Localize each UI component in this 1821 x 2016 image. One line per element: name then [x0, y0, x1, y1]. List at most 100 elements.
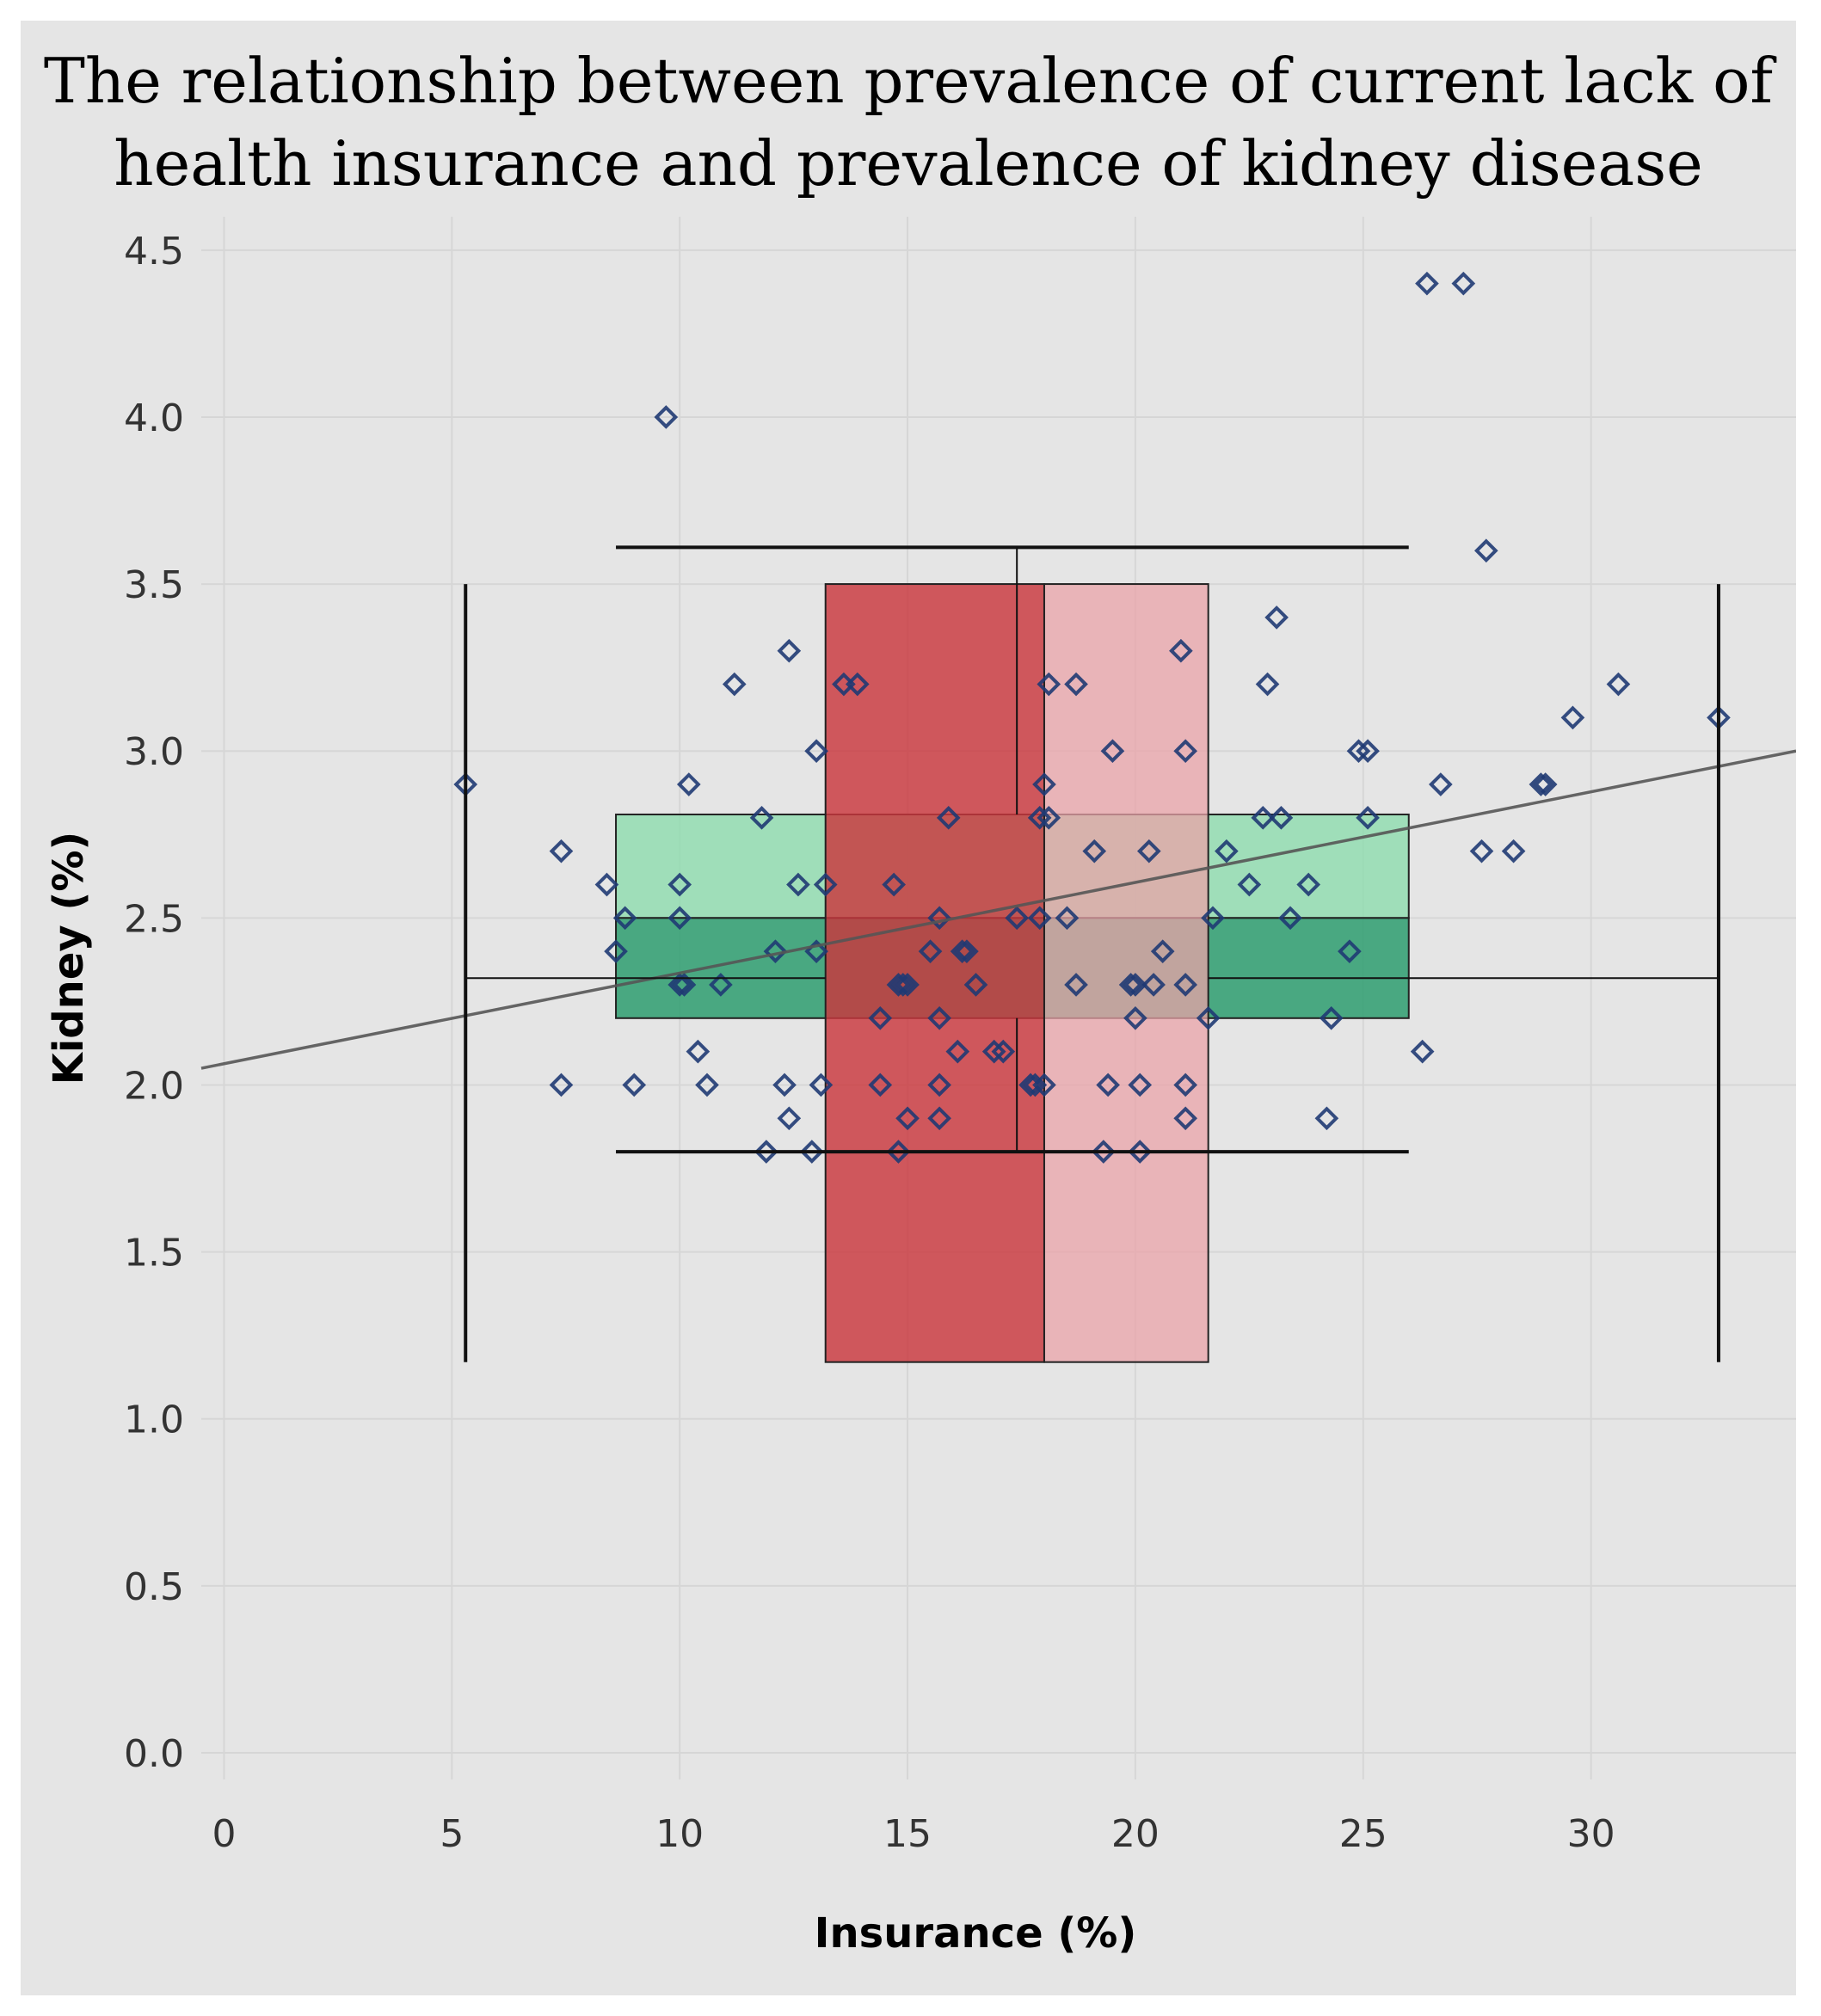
data-point	[1314, 1106, 1339, 1131]
data-point	[1169, 638, 1193, 663]
data-point	[1023, 1073, 1048, 1097]
scatter-plot: 0 5 10 15 20 25 30 0.0 0.5 1.0 1.5 2.0 2.5 3.0 3.5 4.0 4…	[45, 217, 1796, 1958]
x-tick-label: 15	[883, 1812, 932, 1856]
marginal-boxplots	[615, 583, 1410, 1363]
chart-title: The relationship between prevalence of c…	[21, 40, 1796, 205]
data-point	[676, 772, 701, 796]
chart-title-line-2: health insurance and prevalence of kidne…	[114, 127, 1703, 200]
data-point	[1606, 672, 1631, 697]
data-point	[654, 405, 679, 429]
data-point	[667, 906, 692, 931]
data-point	[1128, 1140, 1153, 1164]
insurance-upper-box	[1043, 583, 1209, 1363]
y-tick-label: 3.5	[124, 563, 184, 607]
data-point	[695, 1073, 719, 1097]
data-point	[604, 939, 628, 963]
data-point	[1237, 872, 1262, 897]
insurance-lower-box	[824, 583, 1045, 1363]
data-point	[1037, 806, 1061, 830]
data-point	[1173, 1106, 1198, 1131]
data-point	[927, 1106, 951, 1131]
data-point	[1123, 973, 1147, 997]
x-axis-label: Insurance (%)	[815, 1909, 1137, 1958]
data-point	[799, 1140, 824, 1164]
data-point	[594, 872, 619, 897]
data-point	[890, 973, 915, 997]
data-point	[1173, 739, 1198, 764]
data-point	[612, 906, 637, 931]
data-point	[1123, 1005, 1147, 1030]
data-point	[813, 872, 838, 897]
data-point	[667, 872, 692, 897]
data-point	[1255, 672, 1280, 697]
data-point	[868, 1073, 893, 1097]
data-point	[777, 1106, 802, 1131]
data-point	[1092, 1140, 1116, 1164]
boxplot-whiskers	[464, 545, 1720, 1362]
data-point	[886, 1140, 911, 1164]
data-point	[1173, 973, 1198, 997]
data-point	[895, 973, 920, 997]
chart-panel: The relationship between prevalence of c…	[21, 21, 1796, 1995]
data-point	[1529, 772, 1553, 796]
data-point	[549, 839, 574, 864]
axis-ticks: 0 5 10 15 20 25 30 0.0 0.5 1.0 1.5 2.0 2.5 3.0 3.5 4.0 4…	[124, 230, 1615, 1856]
data-point	[1150, 939, 1175, 963]
y-tick-label: 0.5	[124, 1565, 184, 1609]
data-point	[1356, 806, 1380, 830]
data-point	[1428, 772, 1453, 796]
x-tick-label: 0	[212, 1812, 236, 1856]
data-point	[1215, 839, 1239, 864]
data-point	[1136, 839, 1161, 864]
data-point	[1501, 839, 1526, 864]
data-point	[991, 1039, 1016, 1064]
data-point	[936, 806, 961, 830]
data-point	[1032, 772, 1056, 796]
data-point	[1451, 271, 1476, 296]
data-point	[950, 939, 975, 963]
data-point	[1027, 806, 1052, 830]
data-point	[777, 638, 802, 663]
data-point	[1173, 1073, 1198, 1097]
y-tick-label: 4.5	[124, 230, 184, 274]
data-point	[1055, 906, 1080, 931]
data-point	[1533, 772, 1558, 796]
data-point	[945, 1039, 970, 1064]
data-point	[754, 1140, 778, 1164]
data-point	[1356, 739, 1380, 764]
data-point	[1005, 906, 1030, 931]
chart-title-line-1: The relationship between prevalence of c…	[43, 45, 1774, 117]
data-point	[1118, 973, 1143, 997]
data-point	[1064, 672, 1088, 697]
data-point	[1278, 906, 1302, 931]
data-point	[1560, 705, 1585, 730]
data-point	[1469, 839, 1494, 864]
data-point	[882, 872, 906, 897]
data-point	[868, 1005, 893, 1030]
x-tick-label: 25	[1339, 1812, 1387, 1856]
data-point	[1338, 939, 1362, 963]
data-point	[918, 939, 943, 963]
x-tick-label: 5	[440, 1812, 464, 1856]
data-point	[1032, 1073, 1056, 1097]
y-tick-label: 4.0	[124, 396, 184, 440]
data-point	[963, 973, 988, 997]
data-point	[1128, 1073, 1153, 1097]
data-point	[1251, 806, 1276, 830]
data-point	[1100, 739, 1125, 764]
y-tick-label: 2.0	[124, 1064, 184, 1108]
y-axis-label: Kidney (%)	[45, 832, 93, 1085]
data-point	[809, 1073, 834, 1097]
data-point	[895, 1106, 920, 1131]
data-point	[622, 1073, 647, 1097]
data-point	[1473, 538, 1498, 563]
data-point	[686, 1039, 711, 1064]
data-point	[1082, 839, 1107, 864]
data-point	[722, 672, 747, 697]
x-tick-label: 30	[1567, 1812, 1615, 1856]
data-point	[1269, 806, 1294, 830]
data-point	[1027, 906, 1052, 931]
data-point	[1296, 872, 1321, 897]
data-point	[804, 739, 828, 764]
data-point	[927, 906, 951, 931]
